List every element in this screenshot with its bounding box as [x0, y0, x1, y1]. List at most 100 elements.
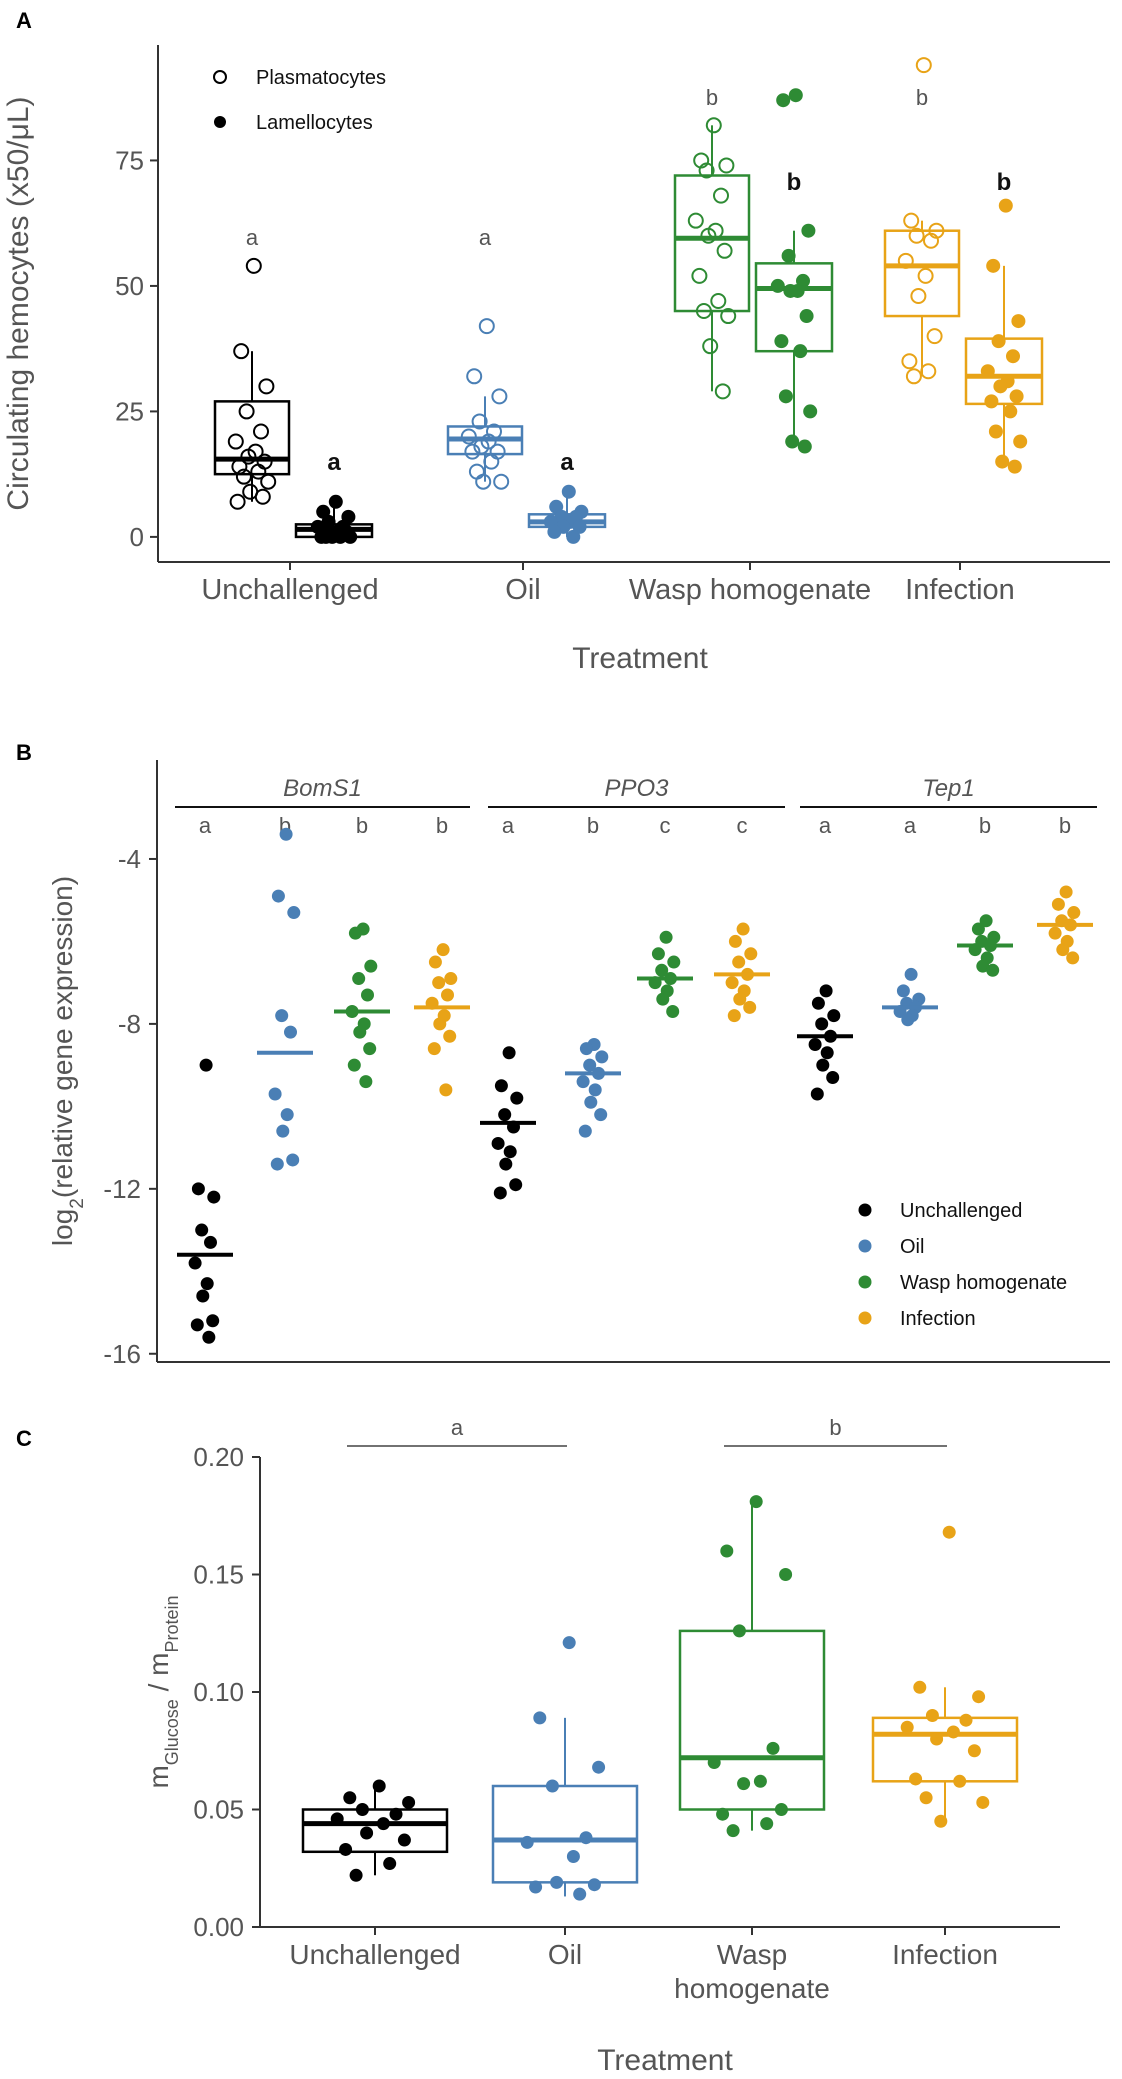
point-plasmatocytes-wasp-homogenate-3 [698, 162, 715, 179]
point-wasp-homogenate-7 [737, 1777, 751, 1791]
point-boms1-wasp-homogenate-8 [363, 1042, 377, 1056]
letter-lamellocytes-infection: b [997, 169, 1012, 196]
point-boms1-infection-0 [436, 943, 450, 957]
point-plasmatocytes-wasp-homogenate-9 [691, 267, 708, 284]
point-tep1-unchallenged-8 [826, 1070, 840, 1084]
point-plasmatocytes-oil-7 [473, 438, 490, 455]
point-wasp-homogenate-1 [720, 1544, 734, 1558]
point-plasmatocytes-oil-9 [464, 443, 481, 460]
letter-tep1-infection: b [1059, 813, 1071, 838]
point-plasmatocytes-oil-2 [491, 388, 508, 405]
point-infection-3 [925, 1709, 939, 1722]
point-tep1-unchallenged-9 [810, 1087, 824, 1101]
point-plasmatocytes-infection-5 [897, 252, 914, 269]
y-axis-title-m1: m [143, 1765, 174, 1788]
point-plasmatocytes-oil-12 [493, 473, 510, 490]
point-tep1-unchallenged-2 [827, 1009, 841, 1023]
point-lamellocytes-wasp-homogenate-1 [776, 93, 791, 108]
point-boms1-oil-3 [275, 1009, 289, 1023]
point-tep1-oil-1 [896, 984, 910, 998]
point-lamellocytes-infection-0 [998, 198, 1013, 213]
bracket-letter-a: a [451, 1415, 464, 1440]
point-boms1-unchallenged-5 [188, 1256, 202, 1270]
point-unchallenged-10 [383, 1857, 397, 1871]
point-plasmatocytes-unchallenged-11 [235, 468, 252, 485]
point-lamellocytes-wasp-homogenate-5 [770, 278, 785, 293]
point-boms1-oil-1 [271, 889, 285, 903]
point-lamellocytes-unchallenged-13 [325, 529, 340, 544]
point-oil-10 [573, 1887, 587, 1901]
point-ppo3-wasp-homogenate-2 [667, 955, 681, 969]
point-ppo3-unchallenged-1 [494, 1079, 508, 1093]
point-boms1-unchallenged-9 [190, 1318, 204, 1332]
point-plasmatocytes-unchallenged-1 [233, 343, 250, 360]
point-ppo3-infection-7 [733, 992, 747, 1006]
point-plasmatocytes-wasp-homogenate-4 [713, 187, 729, 204]
point-oil-7 [550, 1875, 564, 1889]
box-lamellocytes-infection [964, 337, 1044, 406]
point-boms1-oil-8 [286, 1153, 300, 1167]
point-plasmatocytes-unchallenged-0 [245, 257, 262, 274]
point-infection-5 [900, 1720, 914, 1734]
legend-marker-unchallenged [858, 1203, 872, 1217]
point-wasp-homogenate-5 [707, 1756, 721, 1769]
point-boms1-unchallenged-0 [199, 1058, 213, 1072]
y-axis-title-protein: Protein [162, 1595, 182, 1652]
point-plasmatocytes-oil-3 [471, 413, 488, 430]
panel-label-c: C [16, 1426, 32, 1451]
y-axis-title: mGlucose / mProtein [143, 1595, 182, 1788]
point-boms1-oil-5 [268, 1087, 282, 1101]
point-plasmatocytes-wasp-homogenate-13 [702, 338, 719, 355]
point-tep1-wasp-homogenate-0 [979, 914, 993, 928]
point-infection-12 [976, 1795, 990, 1809]
point-unchallenged-11 [349, 1868, 363, 1882]
point-boms1-wasp-homogenate-3 [352, 972, 366, 986]
x-tick-label-wasp: Wasp [717, 1939, 788, 1970]
point-plasmatocytes-wasp-homogenate-7 [700, 227, 717, 244]
point-plasmatocytes-wasp-homogenate-8 [716, 242, 733, 259]
box-infection [871, 1716, 1019, 1783]
point-unchallenged-6 [376, 1817, 390, 1831]
point-plasmatocytes-unchallenged-10 [250, 463, 267, 480]
point-plasmatocytes-unchallenged-12 [260, 473, 277, 490]
x-axis-title: Treatment [572, 642, 708, 675]
point-plasmatocytes-infection-1 [903, 212, 920, 229]
point-lamellocytes-wasp-homogenate-9 [774, 334, 789, 349]
x-tick-label-infection: Infection [905, 574, 1015, 606]
box-plasmatocytes-wasp-homogenate [673, 174, 751, 313]
point-boms1-unchallenged-4 [204, 1235, 217, 1249]
letter-tep1-oil: a [904, 813, 917, 838]
point-plasmatocytes-unchallenged-14 [254, 488, 271, 505]
panel-a-chart: A 0 25 50 75 Unchallenged Oil Wasp homogenate In… [2, 8, 1110, 675]
point-ppo3-infection-8 [743, 1000, 757, 1014]
letter-tep1-unchallenged: a [819, 813, 832, 838]
point-wasp-homogenate-8 [774, 1803, 788, 1816]
point-oil-5 [520, 1835, 534, 1849]
point-lamellocytes-wasp-homogenate-0 [788, 88, 803, 103]
point-boms1-infection-1 [428, 955, 442, 969]
legend-marker-plasmatocytes [213, 70, 227, 84]
y-tick-label-0-10: 0.10 [193, 1677, 244, 1707]
point-ppo3-wasp-homogenate-3 [655, 963, 669, 977]
point-lamellocytes-infection-4 [1006, 349, 1020, 364]
point-ppo3-infection-2 [744, 947, 758, 961]
point-lamellocytes-wasp-homogenate-11 [778, 389, 793, 404]
x-tick-label-homogenate: homogenate [674, 1973, 830, 2004]
point-plasmatocytes-oil-13 [475, 473, 492, 490]
letter-lamellocytes-wasp-homogenate: b [787, 169, 802, 196]
legend-label-infection: Infection [900, 1308, 976, 1330]
legend-label-oil: Oil [900, 1236, 924, 1258]
point-lamellocytes-infection-12 [1013, 434, 1028, 449]
point-wasp-homogenate-6 [753, 1774, 767, 1788]
point-wasp-homogenate-11 [726, 1824, 740, 1838]
y-tick-label-0-15: 0.15 [193, 1560, 244, 1590]
y-axis-title-mid: / m [143, 1653, 174, 1700]
point-boms1-infection-7 [433, 1017, 447, 1031]
point-lamellocytes-infection-8 [1009, 389, 1024, 404]
x-tick-label-unchallenged: Unchallenged [201, 574, 378, 606]
point-lamellocytes-oil-0 [561, 484, 576, 499]
point-lamellocytes-infection-10 [1003, 404, 1018, 419]
box-lamellocytes-wasp-homogenate [754, 262, 834, 353]
point-boms1-oil-0 [279, 827, 293, 841]
point-plasmatocytes-wasp-homogenate-12 [720, 308, 737, 325]
